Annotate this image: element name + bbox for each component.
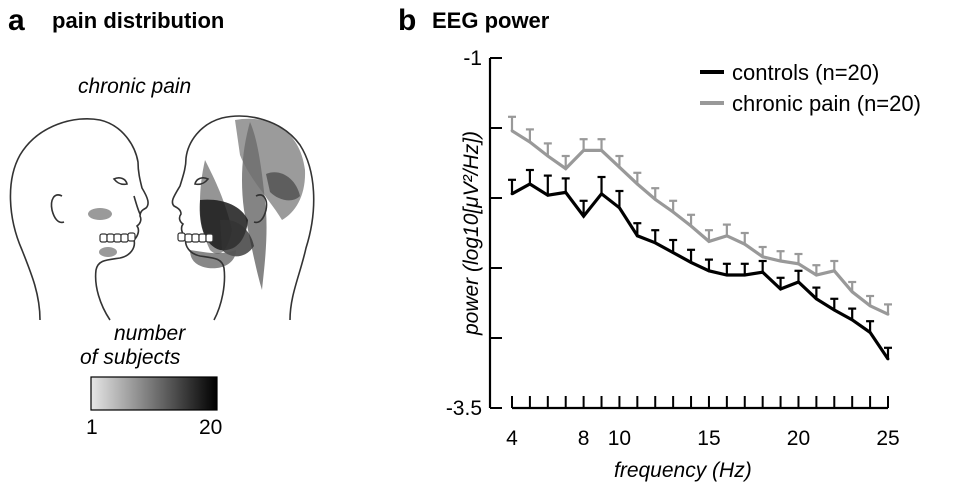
chronic-pain-data-point xyxy=(689,224,693,228)
chronic-pain-data-point xyxy=(635,182,639,186)
controls-data-point xyxy=(779,287,782,291)
chronic-pain-data-point xyxy=(564,167,568,171)
panel-a-letter: a xyxy=(8,4,25,37)
x-tick-label: 4 xyxy=(506,427,518,450)
chronic-pain-data-point xyxy=(743,242,747,246)
x-tick-label: 10 xyxy=(608,427,631,450)
controls-data-point xyxy=(886,357,890,361)
controls-data-point xyxy=(868,331,872,334)
chronic-pain-data-point xyxy=(671,210,675,214)
controls-data-point xyxy=(510,192,514,196)
chronic-pain-data-point xyxy=(707,240,711,243)
chronic-pain-data-point xyxy=(582,149,586,152)
chronic-pain-data-point xyxy=(886,312,890,316)
controls-data-point xyxy=(832,308,836,312)
controls-data-point xyxy=(761,270,765,274)
chronic-pain-data-point xyxy=(725,234,729,238)
right-teeth xyxy=(177,232,214,243)
chronic-pain-data-point xyxy=(868,304,872,308)
panel-a-title: pain distribution xyxy=(52,8,225,33)
left-pain-region-jaw xyxy=(99,247,117,257)
scale-title-line1: number xyxy=(114,322,186,345)
legend-label-controls: controls (n=20) xyxy=(732,60,879,85)
controls-data-point xyxy=(725,273,729,277)
controls-data-point xyxy=(653,241,657,245)
chronic-pain-data-point xyxy=(653,198,657,201)
chronic-pain-data-point xyxy=(528,140,532,144)
controls-data-point xyxy=(600,192,603,196)
controls-series-line xyxy=(511,182,890,360)
x-tick-label: 8 xyxy=(578,427,590,450)
controls-data-point xyxy=(707,269,711,273)
controls-data-point xyxy=(814,297,818,301)
chronic-pain-data-point xyxy=(797,262,800,266)
left-teeth xyxy=(99,232,136,243)
chronic-pain-data-point xyxy=(814,273,818,277)
x-axis-label: frequency (Hz) xyxy=(614,459,752,482)
left-pain-region-cheek xyxy=(88,208,112,220)
legend-label-chronic-pain: chronic pain (n=20) xyxy=(732,91,921,116)
chronic-pain-data-point xyxy=(779,259,782,263)
chronic-pain-data-point xyxy=(510,129,514,133)
x-tick-label: 25 xyxy=(876,427,899,450)
controls-data-point xyxy=(689,261,693,264)
chronic-pain-data-point xyxy=(618,165,621,169)
panel-b-title: EEG power xyxy=(432,8,550,33)
chronic-pain-data-point xyxy=(761,255,765,259)
y-axis-label: power (log10[μV²/Hz]) xyxy=(460,131,483,336)
scale-title-line2: of subjects xyxy=(80,346,181,369)
chronic-pain-series-line xyxy=(511,129,889,316)
chronic-pain-data-point xyxy=(832,269,836,273)
scale-min-label: 1 xyxy=(86,416,98,439)
controls-data-point xyxy=(797,280,800,284)
controls-data-point xyxy=(546,193,550,197)
x-tick-label: 15 xyxy=(697,427,720,450)
condition-label: chronic pain xyxy=(78,75,192,98)
controls-data-point xyxy=(743,273,747,277)
controls-data-point xyxy=(582,214,586,218)
left-head-profile xyxy=(9,118,149,321)
color-scale-bar xyxy=(90,376,218,411)
controls-data-point xyxy=(635,234,639,238)
chronic-pain-data-point xyxy=(546,154,550,158)
scale-max-label: 20 xyxy=(199,416,223,439)
head-illustration xyxy=(9,115,315,321)
chronic-pain-data-point xyxy=(850,290,854,294)
controls-data-point xyxy=(850,318,854,322)
controls-data-point xyxy=(564,191,568,194)
x-tick-label: 20 xyxy=(787,427,810,450)
controls-data-point xyxy=(671,251,675,255)
panel-b-letter: b xyxy=(398,4,417,37)
y-tick-label: -3.5 xyxy=(446,397,482,420)
chronic-pain-data-point xyxy=(600,149,603,152)
controls-data-point xyxy=(618,206,621,210)
y-tick-label: -1 xyxy=(463,47,482,70)
controls-data-point xyxy=(528,182,532,186)
right-head-profile xyxy=(171,115,315,321)
